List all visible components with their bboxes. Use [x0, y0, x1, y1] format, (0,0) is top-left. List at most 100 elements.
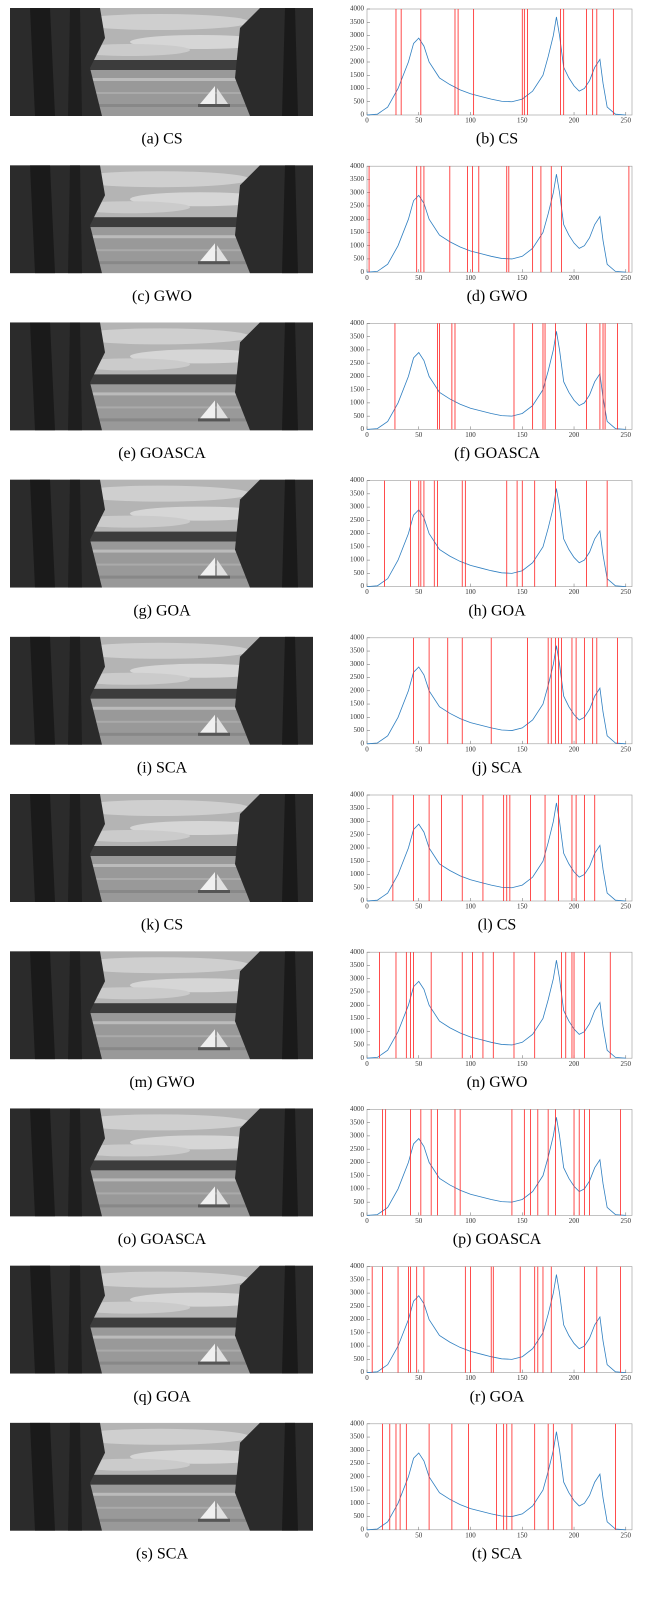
y-tick-label: 1000 — [350, 399, 365, 407]
y-tick-label: 2000 — [350, 1158, 365, 1166]
chart-caption: (t) SCA — [472, 1545, 523, 1562]
x-tick-label: 200 — [569, 588, 580, 596]
chart-caption: (r) GOA — [470, 1388, 525, 1405]
x-tick-label: 100 — [465, 1060, 476, 1068]
y-tick-label: 2000 — [350, 686, 365, 694]
histogram-line — [366, 16, 626, 116]
plot-frame — [366, 1266, 633, 1373]
x-tick-label: 150 — [517, 1374, 528, 1382]
y-tick-label: 500 — [354, 1041, 365, 1049]
plot-frame — [366, 323, 633, 430]
x-tick-label: 150 — [517, 588, 528, 596]
plot-frame — [366, 165, 633, 273]
chart-caption: (f) GOASCA — [454, 445, 540, 462]
y-tick-label: 2500 — [350, 44, 365, 52]
y-tick-label: 4000 — [350, 5, 365, 13]
y-tick-label: 3000 — [350, 31, 365, 39]
y-tick-label: 0 — [361, 425, 365, 433]
x-tick-label: 250 — [621, 274, 632, 282]
x-tick-label: 200 — [569, 1217, 580, 1225]
x-tick-label: 250 — [621, 117, 632, 125]
x-tick-label: 0 — [365, 1217, 369, 1225]
x-tick-label: 50 — [415, 117, 423, 125]
segmented-image — [10, 8, 313, 116]
histogram-line — [366, 802, 626, 902]
image-caption: (g) GOA — [133, 602, 191, 619]
chart-caption: (p) GOASCA — [453, 1231, 542, 1248]
x-tick-label: 100 — [465, 745, 476, 753]
x-tick-label: 150 — [517, 431, 528, 439]
x-tick-label: 0 — [365, 431, 369, 439]
y-tick-label: 500 — [354, 97, 365, 105]
x-tick-label: 50 — [415, 903, 423, 911]
x-tick-label: 250 — [621, 745, 632, 753]
histogram-line — [366, 1274, 626, 1373]
y-tick-label: 1500 — [350, 71, 365, 79]
x-tick-label: 100 — [465, 274, 476, 282]
segmented-image — [10, 1265, 313, 1374]
x-tick-label: 250 — [621, 588, 632, 596]
x-tick-label: 100 — [465, 1374, 476, 1382]
x-tick-label: 150 — [517, 903, 528, 911]
y-tick-label: 4000 — [350, 476, 365, 484]
x-tick-label: 100 — [465, 588, 476, 596]
y-tick-label: 3500 — [350, 18, 365, 26]
y-tick-label: 1500 — [350, 700, 365, 708]
y-tick-label: 0 — [361, 1525, 365, 1533]
y-tick-label: 500 — [354, 569, 365, 577]
y-tick-label: 500 — [354, 1198, 365, 1206]
plot-frame — [366, 637, 633, 745]
x-tick-label: 200 — [569, 1060, 580, 1068]
y-tick-label: 1500 — [350, 1014, 365, 1022]
chart-caption: (d) GWO — [467, 288, 528, 305]
y-tick-label: 3000 — [350, 1289, 365, 1297]
y-tick-label: 1500 — [350, 542, 365, 550]
segmented-image — [10, 1108, 313, 1217]
x-tick-label: 250 — [621, 903, 632, 911]
y-tick-label: 2000 — [350, 1315, 365, 1323]
chart-caption: (b) CS — [476, 131, 518, 148]
y-tick-label: 500 — [354, 726, 365, 734]
x-tick-label: 0 — [365, 1060, 369, 1068]
y-tick-label: 1000 — [350, 241, 365, 249]
segmented-image — [10, 636, 313, 745]
y-tick-label: 2000 — [350, 215, 365, 223]
chart-caption: (n) GWO — [467, 1074, 528, 1091]
segmented-image — [10, 951, 313, 1060]
x-tick-label: 250 — [621, 1531, 632, 1539]
y-tick-label: 3500 — [350, 1275, 365, 1283]
y-tick-label: 0 — [361, 111, 365, 119]
y-tick-label: 4000 — [350, 948, 365, 956]
y-tick-label: 1500 — [350, 857, 365, 865]
x-tick-label: 50 — [415, 745, 423, 753]
y-tick-label: 2500 — [350, 1459, 365, 1467]
y-tick-label: 4000 — [350, 319, 365, 327]
y-tick-label: 2500 — [350, 1145, 365, 1153]
y-tick-label: 3500 — [350, 489, 365, 497]
x-tick-label: 50 — [415, 1060, 423, 1068]
y-tick-label: 3500 — [350, 804, 365, 812]
plot-frame — [366, 480, 633, 587]
x-tick-label: 50 — [415, 1531, 423, 1539]
y-tick-label: 0 — [361, 1054, 365, 1062]
x-tick-label: 100 — [465, 1217, 476, 1225]
y-tick-label: 1000 — [350, 713, 365, 721]
histogram-line — [366, 331, 626, 430]
y-tick-label: 0 — [361, 1368, 365, 1376]
y-tick-label: 500 — [354, 1355, 365, 1363]
y-tick-label: 4000 — [350, 162, 365, 170]
image-caption: (m) GWO — [129, 1074, 194, 1091]
segmented-image — [10, 1422, 313, 1531]
y-tick-label: 0 — [361, 268, 365, 276]
y-tick-label: 0 — [361, 897, 365, 905]
chart-caption: (l) CS — [478, 917, 517, 934]
y-tick-label: 4000 — [350, 1419, 365, 1427]
y-tick-label: 2000 — [350, 58, 365, 66]
plot-frame — [366, 794, 633, 902]
chart-caption: (j) SCA — [472, 759, 523, 776]
x-tick-label: 0 — [365, 745, 369, 753]
y-tick-label: 3000 — [350, 346, 365, 354]
x-tick-label: 150 — [517, 1217, 528, 1225]
y-tick-label: 0 — [361, 1211, 365, 1219]
